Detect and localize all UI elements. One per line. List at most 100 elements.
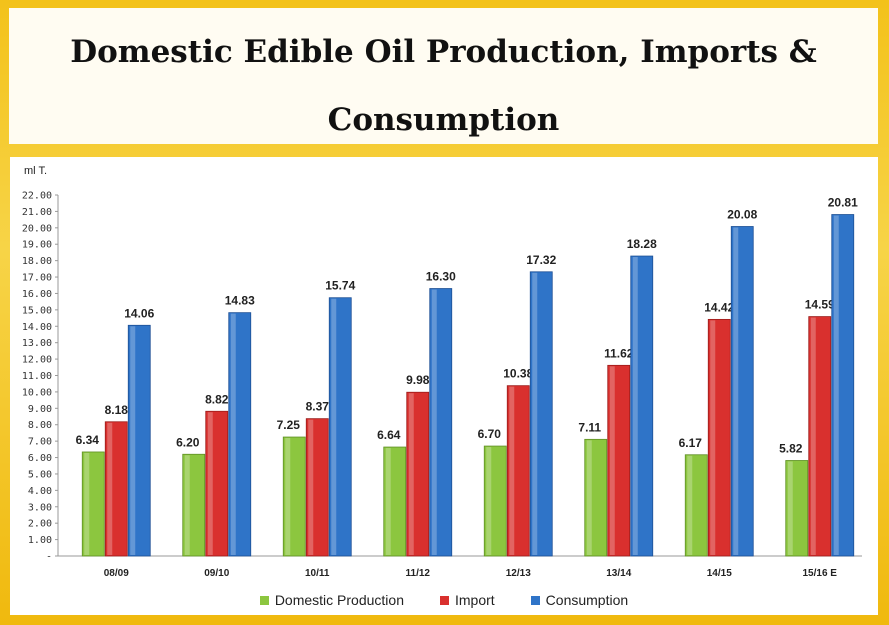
y-tick-label: 5.00: [28, 469, 52, 480]
chart-panel: ml T. - 1.00 2.00 3.00 4.00 5.00 6.00 7.00 8.00 9.…: [10, 157, 878, 615]
bar-import: [607, 364, 631, 557]
legend-swatch-production: [259, 595, 269, 605]
bar-consumption-highlight: [130, 326, 136, 555]
legend-label-production: Domestic Production: [274, 592, 404, 608]
data-label-import: 8.18: [105, 403, 129, 417]
x-tick-label: 14/15: [707, 568, 732, 579]
legend-item-import: Import: [439, 590, 495, 610]
y-tick-label: 16.00: [22, 289, 52, 300]
bar-production: [584, 438, 608, 557]
y-tick-label: 15.00: [22, 305, 52, 316]
legend-item-production: Domestic Production: [259, 590, 404, 610]
y-tick-label: 17.00: [22, 273, 52, 284]
bar-consumption-highlight: [431, 289, 437, 555]
bar-production: [684, 454, 708, 557]
bar-import-highlight: [308, 419, 314, 555]
y-tick-label: 8.00: [28, 420, 52, 431]
bar-import: [808, 316, 832, 557]
bar-consumption: [328, 297, 352, 557]
chart-title-line-2: Consumption: [327, 102, 560, 138]
bar-chart: ml T. - 1.00 2.00 3.00 4.00 5.00 6.00 7.00 8.00 9.…: [22, 165, 862, 579]
data-label-production: 6.70: [478, 427, 502, 441]
y-tick-label: 2.00: [28, 519, 52, 530]
data-label-production: 5.82: [779, 441, 803, 455]
x-tick-label: 09/10: [204, 568, 229, 579]
bar-import-highlight: [207, 412, 213, 555]
data-label-consumption: 14.83: [225, 294, 255, 308]
bar-production-highlight: [385, 448, 391, 555]
y-tick-label: 1.00: [28, 535, 52, 546]
data-label-production: 6.17: [679, 436, 703, 450]
bar-consumption: [730, 226, 754, 557]
bar-consumption: [831, 214, 855, 557]
x-tick-label: 12/13: [506, 568, 531, 579]
data-label-consumption: 18.28: [627, 237, 657, 251]
bar-consumption: [127, 324, 151, 557]
bar-production: [182, 453, 206, 557]
bar-consumption-highlight: [331, 298, 337, 555]
bar-production-highlight: [787, 461, 793, 555]
legend-label-consumption: Consumption: [545, 592, 629, 608]
bar-consumption-highlight: [230, 313, 236, 555]
bar-import: [205, 410, 229, 557]
data-label-consumption: 14.06: [124, 306, 154, 320]
bar-import: [406, 391, 430, 557]
data-label-import: 14.59: [805, 298, 835, 312]
y-tick-label: 4.00: [28, 486, 52, 497]
bar-production-highlight: [285, 438, 291, 555]
data-label-import: 9.98: [406, 373, 430, 387]
data-label-consumption: 15.74: [325, 279, 355, 293]
y-tick-label: 9.00: [28, 404, 52, 415]
bar-import: [506, 385, 530, 557]
legend-swatch-consumption: [530, 595, 540, 605]
y-tick-label: 11.00: [22, 371, 52, 382]
legend-swatch-import: [439, 595, 449, 605]
data-label-production: 7.25: [277, 418, 301, 432]
data-label-production: 6.20: [176, 435, 200, 449]
title-banner: Domestic Edible Oil Production, Imports …: [9, 8, 878, 144]
bar-consumption-highlight: [733, 227, 739, 555]
y-tick-label: 18.00: [22, 256, 52, 267]
data-label-import: 8.82: [205, 392, 229, 406]
data-label-import: 8.37: [306, 400, 330, 414]
data-label-production: 6.34: [76, 433, 100, 447]
y-tick-label: 6.00: [28, 453, 52, 464]
x-tick-label: 11/12: [406, 568, 431, 579]
bar-import-highlight: [710, 320, 716, 555]
bar-consumption: [630, 255, 654, 557]
data-label-consumption: 17.32: [526, 253, 556, 267]
bar-consumption-highlight: [632, 257, 638, 555]
bar-production-highlight: [687, 455, 693, 555]
y-tick-label: 14.00: [22, 322, 52, 333]
y-tick-label: 20.00: [22, 223, 52, 234]
bar-import: [104, 421, 128, 557]
y-tick-label: 7.00: [28, 437, 52, 448]
bar-production-highlight: [586, 440, 592, 555]
legend-item-consumption: Consumption: [530, 590, 629, 610]
bar-import-highlight: [408, 393, 414, 555]
bar-import-highlight: [810, 317, 816, 555]
data-label-consumption: 20.81: [828, 196, 858, 210]
bar-production: [282, 436, 306, 557]
bar-production-highlight: [84, 452, 90, 555]
bar-import: [707, 318, 731, 557]
bar-consumption-highlight: [833, 215, 839, 555]
bar-production: [383, 446, 407, 557]
data-label-production: 6.64: [377, 428, 401, 442]
data-label-import: 14.42: [704, 300, 734, 314]
bar-consumption: [529, 271, 553, 557]
y-tick-label: 3.00: [28, 502, 52, 513]
y-tick-label: 10.00: [22, 387, 52, 398]
bar-consumption: [429, 288, 453, 557]
data-label-import: 10.38: [503, 367, 533, 381]
x-tick-label: 10/11: [305, 568, 330, 579]
x-tick-label: 15/16 E: [803, 568, 838, 579]
bar-production-highlight: [184, 455, 190, 555]
y-axis-label: ml T.: [24, 165, 47, 177]
bar-production: [785, 460, 809, 557]
chart-legend: Domestic Production Import Consumption: [10, 590, 878, 610]
y-tick-label: 19.00: [22, 240, 52, 251]
x-tick-label: 08/09: [104, 568, 129, 579]
bar-import-highlight: [609, 366, 615, 555]
bar-consumption: [228, 312, 252, 557]
